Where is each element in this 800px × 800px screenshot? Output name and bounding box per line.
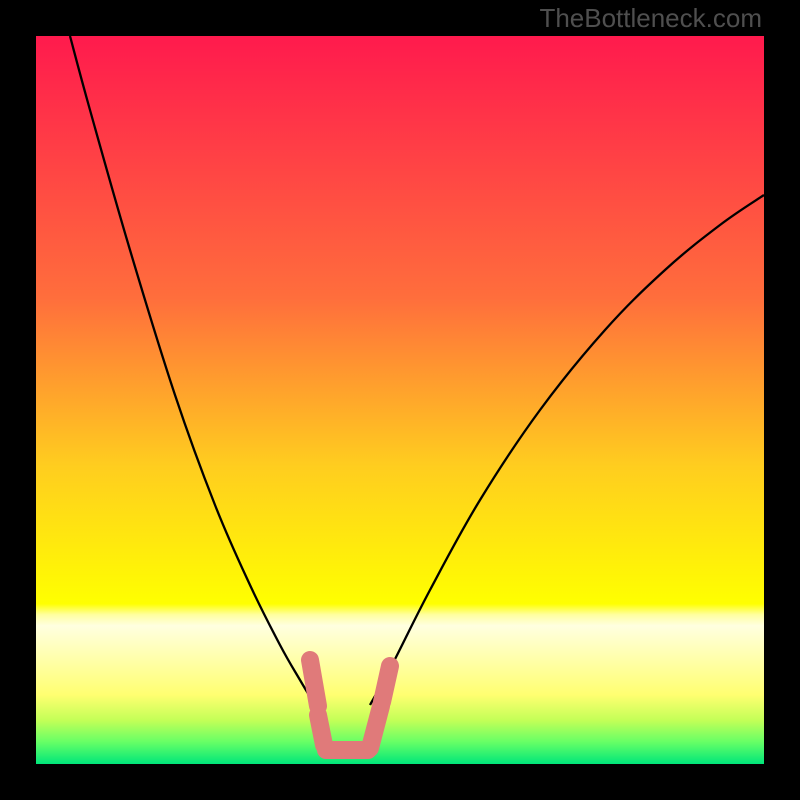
right-curve [370,195,764,705]
mark-seg-1 [318,715,324,745]
left-curve [70,36,315,705]
plot-area [36,36,764,764]
mark-seg-4 [382,666,390,702]
chart-curves-svg [36,36,764,764]
mark-seg-3 [370,706,381,748]
chart-container: TheBottleneck.com [0,0,800,800]
watermark-text: TheBottleneck.com [539,3,762,34]
bottom-marks [310,660,390,750]
mark-seg-0 [310,660,318,706]
